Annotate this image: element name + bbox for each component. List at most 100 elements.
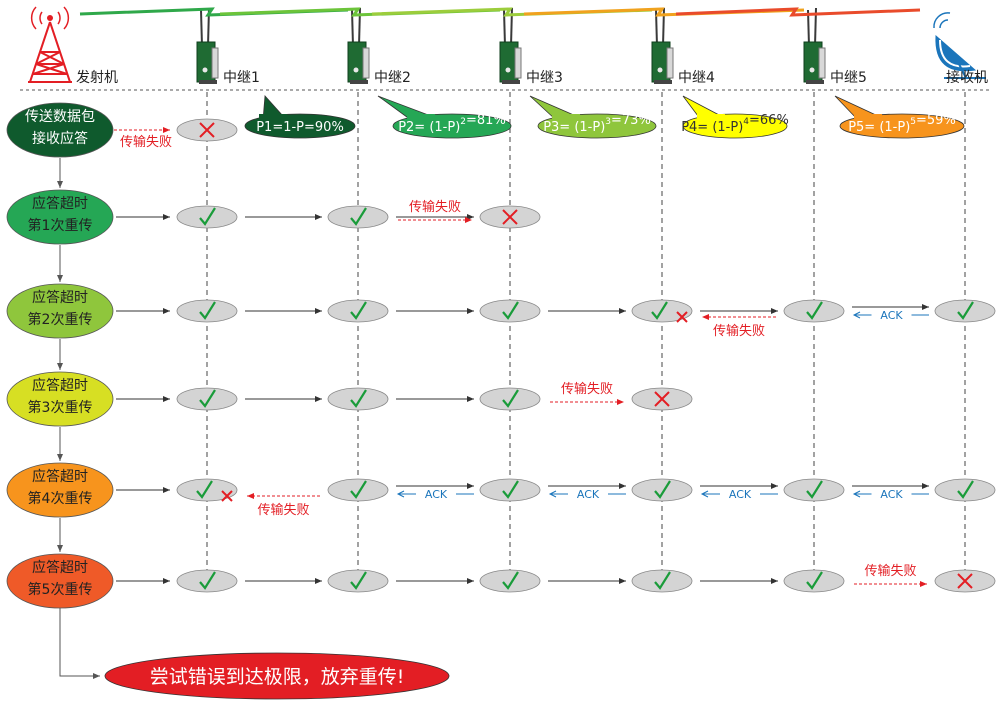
node-5-0 <box>176 569 238 593</box>
node-4-3 <box>631 478 693 502</box>
probability-callout-1: P1=1-P=90% <box>244 95 356 139</box>
row-label-line: 第2次重传 <box>28 311 93 328</box>
node-2-3 <box>631 299 693 323</box>
node-4-1 <box>327 478 389 502</box>
node-5-1 <box>327 569 389 593</box>
node-1-1 <box>327 205 389 229</box>
row-label-line: 传送数据包 <box>25 109 95 125</box>
ack-label: ACK <box>880 488 903 501</box>
probability-text-5: P5= (1-P)5=59% <box>848 113 956 135</box>
ack-arrow-head <box>700 490 709 498</box>
success-check-icon <box>196 480 213 499</box>
probability-text-2: P2= (1-P)2=81% <box>398 113 506 135</box>
node-4-4 <box>783 478 845 502</box>
node-2-4 <box>783 299 845 323</box>
success-check-icon <box>502 389 519 408</box>
failure-cross-icon <box>676 311 688 323</box>
receiver-dish-icon <box>933 12 986 79</box>
success-check-icon <box>806 571 823 590</box>
ack-arrow-head <box>396 490 405 498</box>
relay-label-4: 中继4 <box>678 70 715 86</box>
node-0-0 <box>176 118 238 142</box>
node-1-2 <box>479 205 541 229</box>
ack-label: ACK <box>577 488 600 501</box>
row-label-line: 第4次重传 <box>28 490 93 507</box>
ack-label: ACK <box>880 309 903 322</box>
failure-label: 传输失败 <box>561 381 613 397</box>
row-label-line: 第5次重传 <box>28 581 93 598</box>
transmitter-tower-icon <box>28 6 72 83</box>
failure-cross-icon <box>654 391 670 407</box>
probability-callout-5: P5= (1-P)5=59% <box>834 95 965 139</box>
row-label-line: 应答超时 <box>32 195 88 212</box>
row-label-line: 接收应答 <box>32 130 88 147</box>
probability-text-1: P1=1-P=90% <box>256 120 344 135</box>
success-check-icon <box>350 301 367 320</box>
success-check-icon <box>350 389 367 408</box>
relay-label-2: 中继2 <box>374 70 411 86</box>
node-4-5 <box>934 478 996 502</box>
success-check-icon <box>651 301 668 320</box>
failure-label: 传输失败 <box>864 563 916 579</box>
relay-label-3: 中继3 <box>526 70 563 86</box>
relay-router-icon-5 <box>803 7 826 84</box>
relay-router-icon-4 <box>651 7 674 84</box>
row-label-line: 第1次重传 <box>28 217 93 234</box>
success-check-icon <box>502 571 519 590</box>
ack-arrow-head <box>548 490 557 498</box>
wireless-link-5 <box>675 7 921 17</box>
relay-label-5: 中继5 <box>830 70 867 86</box>
probability-callout-4: P4= (1-P)4=66% <box>681 95 789 139</box>
relay-router-icon-3 <box>499 7 522 84</box>
ack-arrow-head <box>852 490 861 498</box>
failure-cross-icon <box>221 490 233 502</box>
ack-arrow-head <box>852 311 861 319</box>
success-check-icon <box>654 480 671 499</box>
success-check-icon <box>654 571 671 590</box>
row-label-line: 应答超时 <box>32 559 88 576</box>
row-label-line: 第3次重传 <box>28 399 93 416</box>
failure-cross-icon <box>957 573 973 589</box>
node-3-0 <box>176 387 238 411</box>
probability-callout-2: P2= (1-P)2=81% <box>377 95 512 139</box>
success-check-icon <box>806 480 823 499</box>
row-label-line: 应答超时 <box>32 377 88 394</box>
failure-label: 传输失败 <box>120 134 172 150</box>
node-3-2 <box>479 387 541 411</box>
failure-cross-icon <box>199 122 215 138</box>
success-check-icon <box>502 301 519 320</box>
row-label-line: 应答超时 <box>32 289 88 306</box>
transmitter-label: 发射机 <box>76 70 118 86</box>
node-4-2 <box>479 478 541 502</box>
ack-label: ACK <box>729 488 752 501</box>
success-check-icon <box>199 301 216 320</box>
node-2-1 <box>327 299 389 323</box>
give-up-banner: 尝试错误到达极限，放弃重传! <box>104 652 450 700</box>
failure-label: 传输失败 <box>409 199 461 215</box>
probability-callout-3: P3= (1-P)3=73% <box>529 95 657 139</box>
success-check-icon <box>957 301 974 320</box>
node-2-0 <box>176 299 238 323</box>
relay-router-icon-2 <box>347 7 370 84</box>
node-4-0 <box>176 478 238 502</box>
node-2-5 <box>934 299 996 323</box>
ack-label: ACK <box>425 488 448 501</box>
failure-cross-icon <box>502 209 518 225</box>
failure-label: 传输失败 <box>713 323 765 339</box>
node-5-4 <box>783 569 845 593</box>
success-check-icon <box>199 389 216 408</box>
probability-text-3: P3= (1-P)3=73% <box>543 113 651 135</box>
success-check-icon <box>350 480 367 499</box>
success-check-icon <box>199 571 216 590</box>
